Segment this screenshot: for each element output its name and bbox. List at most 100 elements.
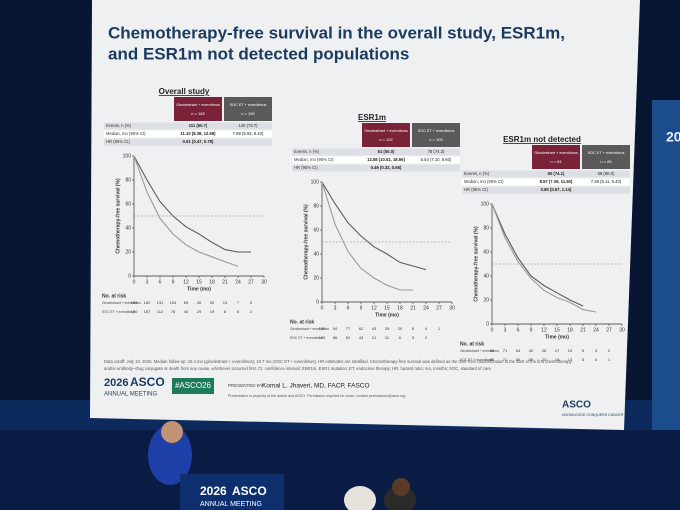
logo: ASCO — [562, 400, 591, 411]
x-tick-label: 27 — [436, 305, 442, 311]
slide-title: Chemotherapy-free survival in the overal… — [108, 23, 565, 42]
speaker-head — [161, 421, 183, 443]
at-risk-count: 23 — [542, 357, 547, 362]
at-risk-count: 54 — [516, 348, 521, 353]
y-tick-label: 40 — [483, 273, 489, 279]
at-risk-count: 13 — [223, 300, 228, 305]
presented-by-label: PRESENTED BY: — [228, 383, 264, 388]
row-value: 78 (74.3) — [428, 149, 445, 154]
y-tick-label: 0 — [486, 321, 489, 327]
x-tick-label: 12 — [371, 305, 377, 311]
y-tick-label: 20 — [483, 297, 489, 303]
y-tick-label: 0 — [128, 273, 131, 279]
y-tick-label: 20 — [313, 275, 319, 281]
x-tick-label: 18 — [209, 279, 215, 285]
x-tick-label: 12 — [183, 279, 189, 285]
row-value: 0.80 (0.57, 1.14) — [541, 187, 572, 192]
row-label: Events, n (%) — [294, 149, 320, 154]
x-tick-label: 30 — [449, 305, 455, 311]
row-value: 60 (74.1) — [548, 171, 565, 176]
series-name: SOC ET + everolimus — [418, 129, 455, 133]
at-risk-title: No. at risk — [290, 319, 314, 325]
series-n: n = 85 — [600, 159, 612, 164]
at-risk-count: 2 — [425, 335, 428, 340]
y-tick-label: 80 — [483, 225, 489, 231]
at-risk-count: 8 — [412, 326, 415, 331]
meeting-brand: ASCO — [130, 375, 165, 389]
x-tick-label: 3 — [504, 327, 507, 333]
y-tick-label: 100 — [311, 179, 320, 185]
moderator — [344, 486, 376, 510]
series-n: n = 81 — [550, 159, 562, 164]
row-label: Events, n (%) — [106, 123, 132, 128]
at-risk-count: 13 — [568, 357, 573, 362]
x-tick-label: 18 — [397, 305, 403, 311]
side-screen — [652, 100, 680, 430]
x-tick-label: 15 — [196, 279, 202, 285]
podium-year: 2026 — [200, 484, 227, 498]
at-risk-series: Girodestrant + everolimus — [460, 349, 499, 353]
at-risk-count: 62 — [359, 326, 364, 331]
x-tick-label: 18 — [567, 327, 573, 333]
at-risk-count: 104 — [170, 300, 177, 305]
x-tick-label: 3 — [334, 305, 337, 311]
table-row — [462, 186, 630, 194]
podium — [180, 474, 284, 510]
panel-title: Overall study — [159, 87, 210, 96]
at-risk-count: 1 — [438, 326, 441, 331]
x-tick-label: 6 — [347, 305, 350, 311]
at-risk-series: Girodestrant + everolimus — [102, 301, 141, 305]
series-name: SOC ET + everolimus — [230, 103, 267, 107]
x-tick-label: 9 — [360, 305, 363, 311]
y-tick-label: 100 — [123, 153, 132, 159]
at-risk-count: 6 — [237, 309, 240, 314]
row-value: 0.61 (0.47, 0.78) — [183, 139, 214, 144]
survival-curve — [133, 155, 239, 267]
at-risk-count: 50 — [516, 357, 521, 362]
at-risk-series: Girodestrant + everolimus — [290, 327, 329, 331]
at-risk-count: 30 — [210, 300, 215, 305]
hashtag-box — [172, 378, 214, 394]
y-tick-label: 20 — [125, 249, 131, 255]
stage — [0, 430, 680, 510]
series-name: SOC ET + everolimus — [588, 151, 625, 155]
side-screen-text: 2026 A — [666, 129, 680, 145]
y-tick-label: 40 — [125, 225, 131, 231]
row-value: 8.57 (7.39, 11.60) — [540, 179, 573, 184]
at-risk-count: 86 — [333, 335, 338, 340]
row-value: 12.58 (10.51, 18.66) — [367, 157, 405, 162]
at-risk-count: 94 — [333, 326, 338, 331]
at-risk-count: 131 — [157, 300, 164, 305]
at-risk-count: 85 — [490, 357, 495, 362]
at-risk-count: 71 — [503, 357, 508, 362]
x-tick-label: 0 — [321, 305, 324, 311]
series-n: n = 183 — [191, 111, 205, 116]
row-value: 51 (50.0) — [378, 149, 395, 154]
table-row — [462, 178, 630, 186]
y-tick-label: 40 — [313, 251, 319, 257]
at-risk-count: 21 — [372, 335, 377, 340]
logo-tagline: KNOWLEDGE CONQUERS CANCER — [562, 413, 624, 417]
x-tick-label: 6 — [517, 327, 520, 333]
row-label: Median, mo (95% CI) — [464, 179, 504, 184]
y-axis-label: Chemotherapy-free survival (%) — [473, 226, 479, 302]
at-risk-count: 18 — [555, 357, 560, 362]
at-risk-count: 105 — [319, 335, 326, 340]
at-risk-count: 162 — [144, 300, 151, 305]
slide-title: and ESR1m not detected populations — [108, 44, 409, 63]
row-value: 0.46 (0.32, 0.66) — [371, 165, 402, 170]
at-risk-count: 19 — [210, 309, 215, 314]
meeting-name: ANNUAL MEETING — [104, 392, 157, 398]
row-value: 7.89 (5.93, 9.40) — [233, 131, 264, 136]
y-tick-label: 0 — [316, 299, 319, 305]
y-axis-label: Chemotherapy-free survival (%) — [303, 204, 309, 280]
x-tick-label: 15 — [384, 305, 390, 311]
series-name: Girodestrant + everolimus — [176, 103, 220, 107]
x-axis-label: Time (mo) — [375, 312, 399, 318]
survival-curve — [491, 203, 597, 313]
survival-curve — [491, 203, 584, 307]
series-n: n = 105 — [429, 137, 443, 142]
x-tick-label: 6 — [159, 279, 162, 285]
y-tick-label: 80 — [313, 203, 319, 209]
